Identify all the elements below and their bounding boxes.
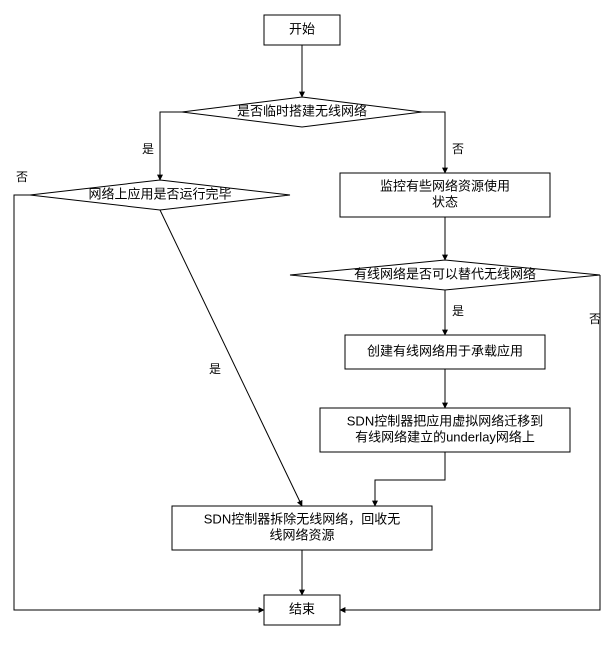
node-monitor: 监控有些网络资源使用状态 (340, 173, 550, 217)
edge-label-4: 是 (452, 304, 464, 318)
node-end: 结束 (264, 595, 340, 625)
node-text-d2-0: 网络上应用是否运行完毕 (88, 186, 231, 201)
node-recycle: SDN控制器拆除无线网络，回收无线网络资源 (172, 506, 432, 550)
node-d1: 是否临时搭建无线网络 (182, 97, 422, 127)
node-text-monitor-1: 状态 (432, 194, 458, 209)
node-start: 开始 (264, 15, 340, 45)
node-text-monitor-0: 监控有些网络资源使用 (380, 178, 510, 193)
node-text-recycle-0: SDN控制器拆除无线网络，回收无 (204, 511, 400, 526)
edge-label-10: 否 (589, 312, 601, 326)
node-d3: 有线网络是否可以替代无线网络 (290, 260, 600, 290)
node-text-d3-0: 有线网络是否可以替代无线网络 (354, 266, 536, 281)
node-text-migrate-0: SDN控制器把应用虚拟网络迁移到 (347, 413, 543, 428)
node-text-create-0: 创建有线网络用于承载应用 (367, 343, 523, 358)
edge-6 (160, 210, 302, 506)
node-text-migrate-1: 有线网络建立的underlay网络上 (355, 429, 535, 444)
edge-1 (160, 112, 182, 180)
node-text-recycle-1: 线网络资源 (269, 527, 334, 542)
node-migrate: SDN控制器把应用虚拟网络迁移到有线网络建立的underlay网络上 (320, 408, 570, 452)
edge-label-6: 是 (209, 362, 221, 376)
node-create: 创建有线网络用于承载应用 (345, 335, 545, 369)
edge-2 (422, 112, 445, 173)
edge-label-1: 是 (142, 142, 154, 156)
edge-label-2: 否 (452, 142, 464, 156)
node-text-d1-0: 是否临时搭建无线网络 (237, 103, 367, 118)
node-text-end-0: 结束 (289, 601, 315, 616)
edge-label-9: 否 (16, 170, 28, 184)
node-text-start-0: 开始 (289, 21, 315, 36)
node-d2: 网络上应用是否运行完毕 (30, 180, 290, 210)
edge-7 (375, 452, 445, 506)
